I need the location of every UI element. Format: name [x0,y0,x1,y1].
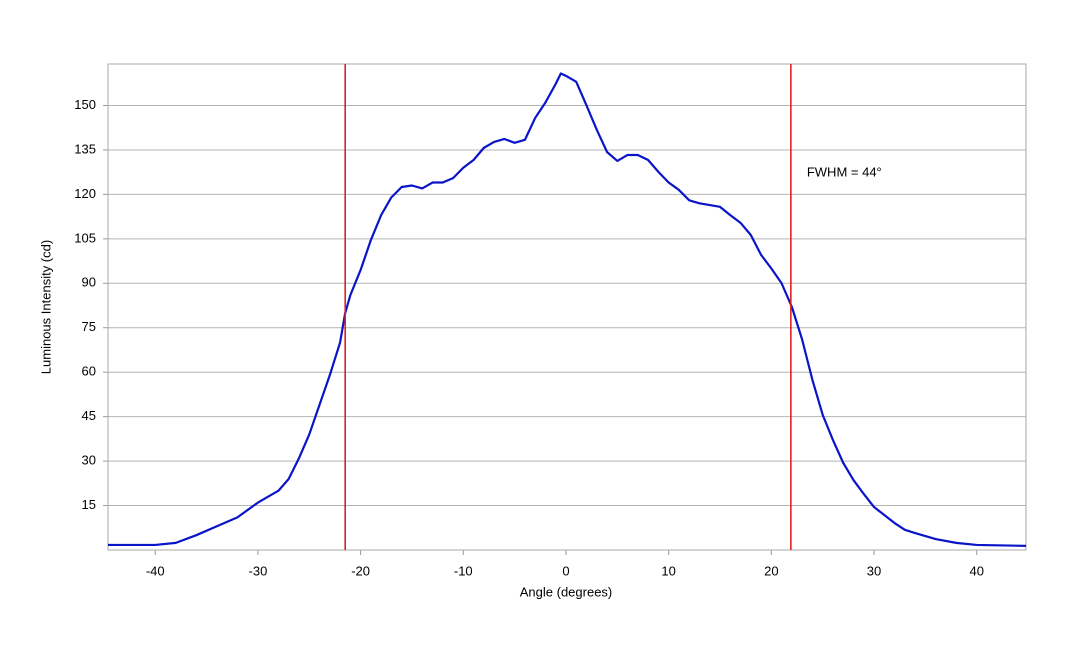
y-tick-label: 45 [82,408,96,423]
line-series [108,72,1027,547]
x-tick-label: -10 [454,563,473,578]
x-axis-label: Angle (degrees) [520,584,613,599]
x-tick-label: 10 [661,563,675,578]
y-tick-label: 15 [82,497,96,512]
plot-frame [107,63,1027,551]
y-tick-label: 75 [82,319,96,334]
y-tick-label: 105 [74,230,96,245]
x-tick-label: 20 [764,563,778,578]
y-tick-label: 135 [74,141,96,156]
x-tick-label: 30 [867,563,881,578]
y-axis-label: Luminous Intensity (cd) [38,240,53,374]
x-tick-label: -20 [351,563,370,578]
annotation: FWHM = 44° [807,164,882,179]
x-tick-label: -30 [249,563,268,578]
x-tick-label: 40 [969,563,983,578]
y-tick-label: 120 [74,186,96,201]
y-tick-label: 150 [74,97,96,112]
x-tick-label: -40 [146,563,165,578]
y-tick-label: 60 [82,364,96,379]
x-tick-label: 0 [562,563,569,578]
y-tick-label: 30 [82,453,96,468]
y-tick-label: 90 [82,275,96,290]
